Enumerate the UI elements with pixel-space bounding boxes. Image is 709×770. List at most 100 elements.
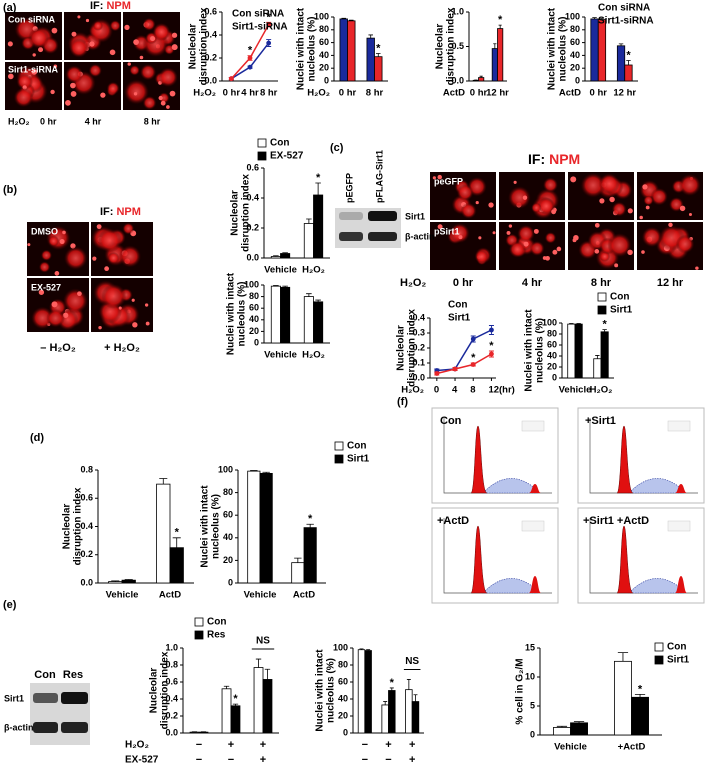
bar xyxy=(339,18,348,82)
error-bar xyxy=(389,687,394,691)
point xyxy=(452,366,458,372)
y-tick-label: 0 xyxy=(254,337,259,347)
point xyxy=(470,336,476,342)
blot-band xyxy=(339,212,363,220)
nucleus xyxy=(122,222,135,235)
y-tick-label: 40 xyxy=(570,50,580,60)
flow-hump xyxy=(628,478,684,494)
bar xyxy=(374,56,383,82)
row-value: + xyxy=(260,754,266,766)
flow-peak xyxy=(616,425,634,494)
significance: * xyxy=(308,513,313,525)
error-bar xyxy=(306,293,312,297)
nucleolus xyxy=(150,36,156,42)
nucleolus xyxy=(570,176,577,183)
nucleus xyxy=(641,226,663,248)
point xyxy=(489,351,494,357)
flow-title: +Sirt1 xyxy=(585,415,616,427)
nucleolus xyxy=(572,238,577,243)
y-tick-label: 0.4 xyxy=(80,521,93,531)
if-label: IF: xyxy=(100,206,113,218)
legend-label: EX-527 xyxy=(270,151,304,162)
bar xyxy=(411,701,420,734)
error-bar xyxy=(341,17,346,19)
x-tick-label: 4 xyxy=(452,385,458,396)
image-layer xyxy=(5,12,705,745)
legend-swatch xyxy=(257,151,267,161)
panel-label: (c) xyxy=(330,142,344,154)
nucleolus xyxy=(599,198,605,204)
y-tick-label: 0.2 xyxy=(412,342,425,352)
nucleus xyxy=(650,187,669,206)
legend-label: Sirt1-siRNA xyxy=(598,16,654,27)
x-tick-label: Vehicle xyxy=(106,590,139,601)
bar xyxy=(280,286,291,344)
nucleolus xyxy=(171,32,178,38)
nucleolus xyxy=(38,289,45,295)
x-tick-label: +ActD xyxy=(618,742,646,753)
error-bar xyxy=(315,299,321,302)
error-bar xyxy=(282,285,288,288)
if-title: IF: NPM xyxy=(528,151,580,167)
error-bar xyxy=(556,725,568,728)
legend-swatch xyxy=(597,305,607,315)
panel-label: (d) xyxy=(30,432,44,444)
legend-label: Sirt1 xyxy=(610,305,633,316)
y-axis-label: Nucleolar xyxy=(230,190,241,236)
nucleus xyxy=(13,87,34,108)
bar xyxy=(280,253,291,259)
nucleus xyxy=(63,246,88,270)
bar xyxy=(291,562,305,584)
flow-peak xyxy=(470,425,488,494)
nucleolus xyxy=(131,298,135,302)
nucleus xyxy=(16,73,33,90)
nucleolus xyxy=(458,235,463,240)
bar xyxy=(553,727,571,736)
time-label: 0 hr xyxy=(453,277,474,289)
nucleolus xyxy=(679,205,686,212)
significance: * xyxy=(489,340,494,352)
error-bar xyxy=(172,537,181,548)
blot-lane-label: pEGFP xyxy=(344,173,354,203)
y-axis-label: disruption index xyxy=(160,651,171,729)
y-axis-label: nucleolus (%) xyxy=(211,494,222,559)
flow-legend xyxy=(667,520,691,532)
y-tick-label: 100 xyxy=(244,279,259,289)
nucleus xyxy=(508,240,526,258)
x-tick-label: 12 hr xyxy=(613,88,636,99)
nucleus xyxy=(40,249,53,261)
if-label: IF: xyxy=(528,151,545,167)
nucleolus xyxy=(133,92,138,96)
nucleus xyxy=(542,177,559,193)
nucleolus xyxy=(508,224,513,228)
legend-label: Sirt1 xyxy=(448,313,471,324)
y-tick-label: 20 xyxy=(547,361,557,371)
bar xyxy=(366,37,375,82)
y-tick-label: 0 xyxy=(552,372,557,382)
row-label: EX-527 xyxy=(125,755,159,766)
bar xyxy=(198,731,209,734)
y-axis-label: Nuclei with intact xyxy=(200,485,211,568)
blot-band xyxy=(61,692,88,704)
nucleolus xyxy=(59,239,65,245)
legend-swatch xyxy=(257,138,267,148)
flow-title: +ActD xyxy=(437,515,469,527)
legend-swatch xyxy=(334,454,344,464)
y-tick-label: 100 xyxy=(565,11,580,21)
image-label: Con siRNA xyxy=(8,14,56,24)
x-tick-label: H₂O₂ xyxy=(302,350,325,361)
nucleus xyxy=(142,17,156,31)
error-bar xyxy=(315,182,321,195)
y-tick-label: 5 xyxy=(530,700,535,710)
x-tick-label: H₂O₂ xyxy=(302,265,325,276)
error-bar xyxy=(250,470,258,472)
nucleus xyxy=(118,245,142,268)
nucleolus xyxy=(522,195,528,200)
y-axis-label: Nucleolar xyxy=(149,668,160,714)
bar xyxy=(497,28,504,82)
bar xyxy=(616,45,626,82)
nucleus xyxy=(88,63,102,78)
nucleolus xyxy=(50,89,55,95)
nucleolus xyxy=(70,82,76,89)
legend-label: Con xyxy=(610,292,629,303)
